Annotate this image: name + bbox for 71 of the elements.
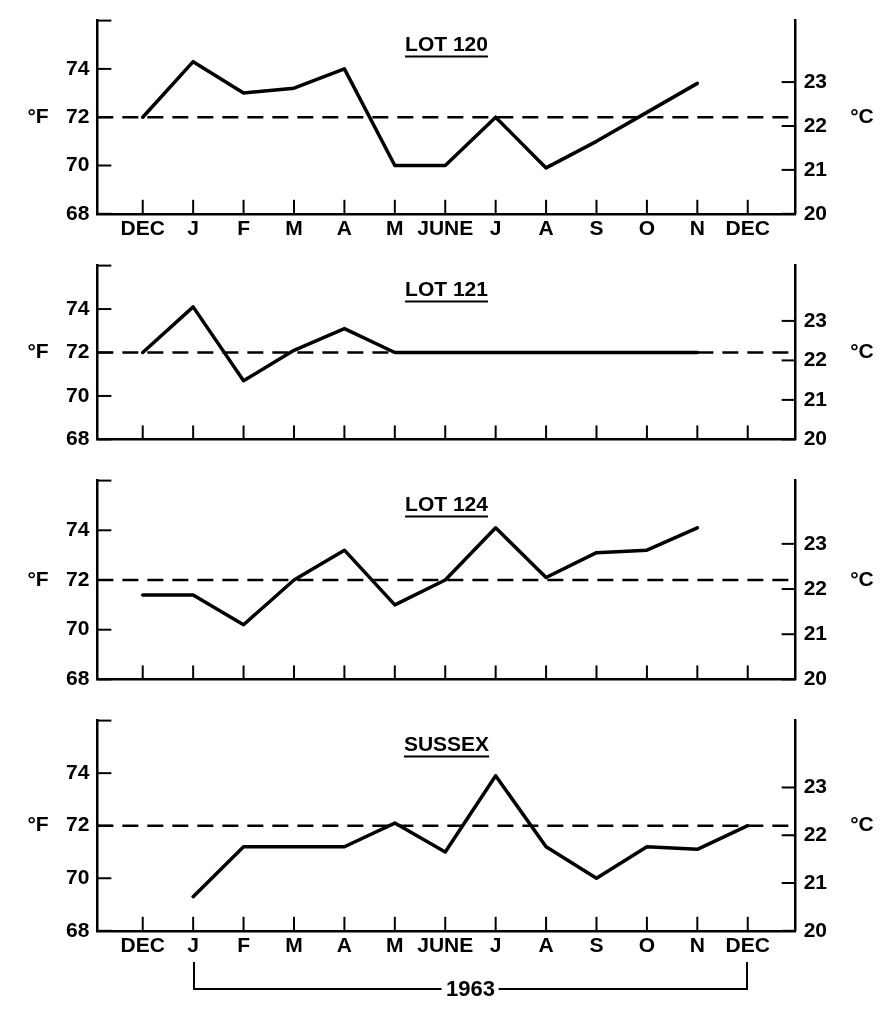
y-tick-label: 68 — [66, 426, 90, 450]
x-tick-label: M — [285, 216, 303, 240]
y-tick-label: 70 — [66, 865, 90, 889]
y2-axis-title: °C — [850, 339, 874, 363]
x-tick-label: M — [285, 933, 303, 957]
x-tick-label: S — [589, 933, 604, 957]
x-tick-label: DEC — [120, 933, 165, 957]
y-tick-label: 72 — [66, 104, 90, 127]
y2-tick-label: 21 — [803, 156, 828, 180]
text: LOT 124 — [405, 491, 489, 515]
y-tick-label: 70 — [66, 616, 90, 640]
x-tick-label: F — [237, 216, 251, 240]
y-tick-label: 74 — [66, 759, 90, 783]
y2-tick-label: 22 — [803, 347, 827, 371]
y-axis-title: °F — [27, 339, 49, 363]
text: SUSSEX — [403, 731, 490, 755]
text: LOT 121 — [405, 276, 489, 300]
y2-tick-label: 21 — [803, 386, 828, 410]
y2-tick-label: 23 — [803, 530, 827, 554]
y-axis-title: °F — [27, 104, 49, 127]
y2-tick-label: 21 — [803, 621, 828, 645]
x-tick-label: JUNE — [417, 933, 474, 957]
x-tick-label: M — [386, 216, 404, 240]
y-tick-label: 72 — [66, 339, 90, 363]
x-tick-label: N — [689, 216, 705, 240]
y-tick-label: 70 — [66, 382, 90, 406]
y-tick-label: 74 — [66, 517, 90, 541]
x-tick-label: A — [538, 216, 554, 240]
y2-tick-label: 20 — [803, 666, 827, 690]
y2-tick-label: 23 — [803, 774, 827, 798]
y2-axis-title: °C — [850, 812, 874, 836]
y-axis-title: °F — [27, 566, 49, 590]
y2-tick-label: 21 — [803, 869, 828, 893]
y-tick-label: 68 — [66, 917, 90, 941]
x-tick-label: A — [336, 216, 352, 240]
x-tick-label: M — [386, 933, 404, 957]
y2-tick-label: 20 — [803, 917, 827, 941]
y2-axis-title: °C — [850, 566, 874, 590]
y-axis-title: °F — [27, 812, 49, 836]
y-tick-label: 74 — [66, 295, 90, 319]
x-tick-label: J — [489, 216, 502, 240]
y2-tick-label: 20 — [803, 200, 827, 224]
x-tick-label: JUNE — [417, 216, 474, 240]
y-tick-label: 72 — [66, 812, 90, 836]
y-tick-label: 68 — [66, 666, 90, 690]
x-tick-label: J — [187, 216, 199, 240]
y2-tick-label: 20 — [803, 426, 827, 450]
y2-axis-title: °C — [850, 104, 874, 127]
y-tick-label: 74 — [66, 55, 90, 79]
text: 1963 — [441, 976, 499, 1002]
x-tick-label: DEC — [725, 933, 770, 957]
x-tick-label: DEC — [725, 216, 770, 240]
y2-tick-label: 22 — [803, 575, 827, 599]
x-tick-label: N — [689, 933, 705, 957]
y2-tick-label: 23 — [803, 68, 827, 92]
x-tick-label: J — [489, 933, 502, 957]
x-tick-label: DEC — [120, 216, 165, 240]
x-tick-label: A — [538, 933, 554, 957]
y2-tick-label: 22 — [803, 112, 827, 136]
y-tick-label: 68 — [66, 200, 90, 224]
x-tick-label: A — [336, 933, 352, 957]
x-tick-label: O — [638, 933, 656, 957]
text: LOT 120 — [405, 31, 488, 55]
x-tick-label: F — [237, 933, 251, 957]
x-tick-label: S — [589, 216, 604, 240]
y2-tick-label: 23 — [803, 307, 827, 331]
y2-tick-label: 22 — [803, 822, 827, 846]
y-tick-label: 70 — [66, 152, 90, 176]
x-tick-label: O — [638, 216, 656, 240]
y-tick-label: 72 — [66, 566, 90, 590]
x-tick-label: J — [187, 933, 199, 957]
